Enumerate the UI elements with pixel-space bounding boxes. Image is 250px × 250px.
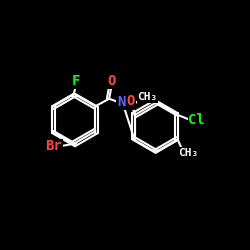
Text: F: F xyxy=(72,74,80,88)
Text: CH₃: CH₃ xyxy=(178,148,199,158)
Text: Cl: Cl xyxy=(188,113,205,127)
Text: O: O xyxy=(108,74,116,88)
Text: Br: Br xyxy=(46,139,62,153)
Text: CH₃: CH₃ xyxy=(138,92,158,102)
Text: NH: NH xyxy=(117,96,134,110)
Text: O: O xyxy=(127,94,135,108)
